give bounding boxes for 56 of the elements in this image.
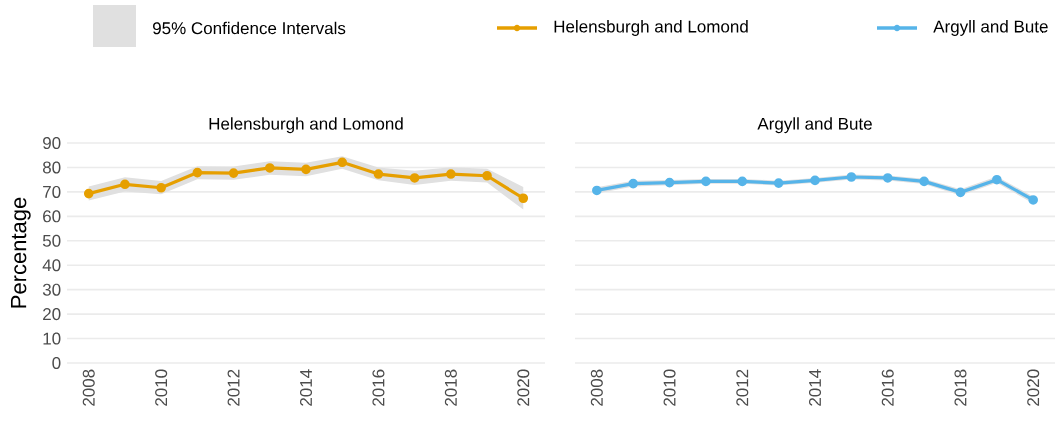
y-tick-label: 10 (43, 332, 61, 345)
point (373, 169, 384, 179)
x-tick-label: 2012 (736, 369, 749, 406)
point (737, 176, 748, 187)
point (446, 169, 456, 179)
point (810, 175, 820, 186)
x-tick-label: 2016 (881, 369, 894, 406)
x-tick-label: 2018 (444, 369, 457, 406)
chart-title: Helensburgh and Lomond (209, 117, 403, 134)
y-tick-label: 20 (43, 308, 61, 321)
y-tick-label: 60 (43, 210, 61, 223)
point (156, 182, 166, 193)
x-tick-label: 2010 (155, 369, 168, 406)
point (592, 185, 602, 196)
y-tick-label: 30 (42, 283, 61, 296)
point (1028, 195, 1038, 205)
y-axis-title: Percentage (10, 197, 31, 308)
point (518, 193, 529, 204)
x-tick-label: 2016 (372, 369, 385, 406)
x-tick-label: 2020 (517, 369, 530, 406)
point (409, 173, 420, 183)
legend-label: Helensburgh and Lomond (554, 20, 748, 36)
x-tick-label: 2012 (227, 369, 240, 406)
y-tick-label: 70 (43, 185, 61, 198)
x-tick-label: 2014 (808, 369, 822, 406)
text: 95% Confidence Intervals (153, 21, 346, 35)
point (482, 170, 492, 181)
legend-label: Argyll and Bute (933, 20, 1048, 36)
point (120, 179, 130, 190)
point (264, 163, 275, 173)
point (301, 164, 311, 175)
point (83, 188, 94, 199)
x-tick-label: 2008 (82, 369, 95, 406)
point (955, 187, 966, 198)
y-tick-label: 0 (52, 356, 61, 370)
point (628, 178, 638, 189)
point (192, 167, 203, 178)
y-tick-label: 50 (42, 234, 61, 247)
point (846, 172, 857, 182)
y-tick-label: 90 (43, 136, 61, 150)
x-tick-label: 2010 (663, 369, 676, 406)
x-tick-label: 2020 (1027, 369, 1040, 406)
point (992, 174, 1002, 185)
point (882, 173, 893, 183)
point (773, 178, 784, 188)
point (228, 168, 239, 178)
x-tick-label: 2018 (954, 369, 967, 406)
x-tick-label: 2014 (299, 369, 313, 406)
point (701, 176, 711, 187)
x-tick-label: 2008 (590, 369, 603, 406)
y-tick-label: 40 (42, 259, 61, 272)
point (337, 157, 348, 168)
y-tick-label: 80 (42, 161, 61, 174)
chart-title: Argyll and Bute (757, 117, 872, 134)
point (664, 177, 675, 188)
point (919, 176, 929, 187)
